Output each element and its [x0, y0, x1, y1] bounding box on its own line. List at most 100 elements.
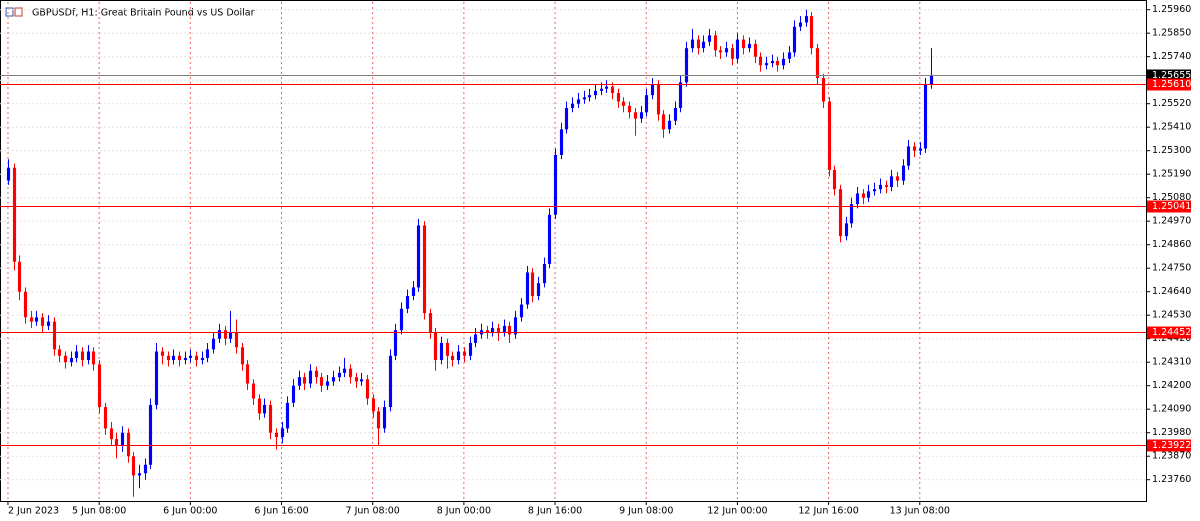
- candle-body: [126, 432, 131, 457]
- candle-body: [52, 321, 57, 350]
- candle-body: [564, 107, 569, 130]
- candle-body: [872, 189, 877, 192]
- price-level-box: [1147, 78, 1191, 91]
- candle-body: [234, 332, 239, 348]
- candle-body: [621, 101, 626, 106]
- candle-body: [280, 428, 285, 437]
- candle-body: [257, 398, 262, 414]
- candle-body: [456, 351, 461, 361]
- candle-body: [838, 189, 843, 237]
- candle-body: [97, 364, 102, 408]
- chart-icon: [5, 7, 23, 17]
- candle-body: [684, 48, 689, 83]
- y-tick-label: 1.24420: [1152, 333, 1191, 344]
- candle-body: [137, 473, 142, 476]
- grid: [0, 2, 1146, 500]
- candle-body: [411, 287, 416, 296]
- candle-body: [57, 349, 62, 356]
- candle-body: [821, 78, 826, 102]
- candle-body: [878, 184, 883, 190]
- price-level-box: [1147, 200, 1191, 213]
- candle-body: [758, 56, 763, 66]
- candle-body: [576, 99, 581, 104]
- candle-body: [200, 357, 205, 361]
- candle-body: [12, 167, 17, 262]
- candle-body: [376, 411, 381, 429]
- candle-body: [450, 355, 455, 361]
- candle-body: [678, 82, 683, 108]
- candle-body: [405, 295, 410, 309]
- x-tick-label: 5 Jun 08:00: [72, 506, 126, 517]
- candle-body: [285, 402, 290, 429]
- y-tick-label: 1.23760: [1152, 474, 1191, 485]
- candle-body: [6, 167, 11, 181]
- candle-body: [770, 60, 775, 64]
- price-level-label: 1.23922: [1152, 440, 1191, 451]
- candle-body: [148, 404, 153, 465]
- candle-body: [154, 351, 159, 405]
- candle-body: [428, 313, 433, 333]
- candle-body: [610, 86, 615, 94]
- candle-body: [604, 86, 609, 89]
- icon-part: [14, 7, 23, 17]
- y-tick-label: 1.25960: [1152, 4, 1191, 15]
- candle-body: [342, 368, 347, 373]
- candle-body: [804, 16, 809, 23]
- candle-body: [530, 272, 535, 296]
- candle-body: [929, 74, 934, 85]
- candle-body: [570, 103, 575, 108]
- candle-body: [91, 351, 96, 365]
- candle-body: [262, 404, 267, 414]
- candle-body: [240, 347, 245, 365]
- candle-body: [906, 146, 911, 166]
- candle-body: [399, 308, 404, 331]
- y-tick-label: 1.25300: [1152, 145, 1191, 156]
- y-tick-label: 1.24090: [1152, 404, 1191, 415]
- candle-body: [422, 225, 427, 314]
- candle-body: [63, 355, 68, 363]
- candle-body: [109, 428, 114, 440]
- candle-body: [713, 35, 718, 51]
- candle-body: [633, 112, 638, 119]
- candle-body: [513, 317, 518, 335]
- candle-body: [701, 41, 706, 49]
- candle-body: [143, 464, 148, 474]
- candle-body: [354, 377, 359, 382]
- candle-body: [519, 304, 524, 318]
- candle-body: [23, 291, 28, 318]
- candle-body: [177, 355, 182, 361]
- candle-body: [371, 398, 376, 412]
- candle-body: [861, 193, 866, 198]
- candle-body: [194, 355, 199, 361]
- candle-body: [251, 383, 256, 399]
- candle-body: [730, 48, 735, 59]
- candle-body: [849, 204, 854, 224]
- candle-body: [855, 193, 860, 205]
- candle-body: [131, 456, 136, 476]
- candle-body: [268, 404, 273, 433]
- candle-body: [798, 22, 803, 27]
- candle-body: [29, 317, 34, 322]
- y-tick-label: 1.25410: [1152, 122, 1191, 133]
- candle-body: [764, 63, 769, 66]
- x-tick-label: 2 Jun 2023: [8, 506, 59, 517]
- candle-body: [245, 364, 250, 384]
- candle-body: [211, 338, 216, 350]
- candle-body: [547, 214, 552, 264]
- candle-body: [205, 349, 210, 358]
- candle-body: [462, 351, 467, 356]
- candle-body: [433, 332, 438, 361]
- candle-body: [274, 432, 279, 437]
- candle-body: [160, 351, 165, 356]
- candle-body: [724, 48, 729, 53]
- y-tick-label: 1.24970: [1152, 216, 1191, 227]
- candle-body: [787, 52, 792, 59]
- candle-body: [650, 84, 655, 96]
- candle-body: [365, 379, 370, 399]
- candle-body: [319, 377, 324, 386]
- candle-body: [696, 39, 701, 49]
- candle-body: [707, 35, 712, 42]
- candle-body: [781, 58, 786, 66]
- candle-body: [468, 342, 473, 356]
